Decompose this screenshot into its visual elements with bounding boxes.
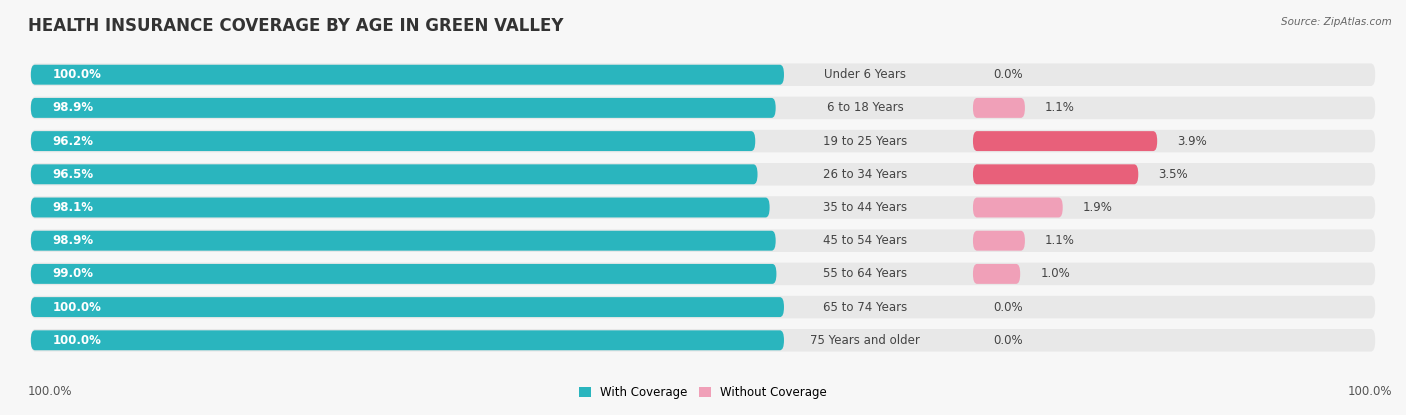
Text: Under 6 Years: Under 6 Years (824, 68, 905, 81)
FancyBboxPatch shape (973, 98, 1025, 118)
Text: 1.9%: 1.9% (1083, 201, 1112, 214)
FancyBboxPatch shape (31, 163, 1375, 186)
Text: 99.0%: 99.0% (52, 267, 93, 281)
FancyBboxPatch shape (31, 329, 1375, 352)
FancyBboxPatch shape (31, 264, 776, 284)
FancyBboxPatch shape (31, 97, 1375, 119)
Text: 1.1%: 1.1% (1045, 101, 1076, 115)
FancyBboxPatch shape (31, 198, 769, 217)
FancyBboxPatch shape (973, 231, 1025, 251)
Text: 19 to 25 Years: 19 to 25 Years (823, 134, 907, 148)
Text: 75 Years and older: 75 Years and older (810, 334, 920, 347)
Text: 1.1%: 1.1% (1045, 234, 1076, 247)
Text: 35 to 44 Years: 35 to 44 Years (823, 201, 907, 214)
Text: 6 to 18 Years: 6 to 18 Years (827, 101, 903, 115)
FancyBboxPatch shape (31, 131, 755, 151)
FancyBboxPatch shape (31, 231, 776, 251)
Legend: With Coverage, Without Coverage: With Coverage, Without Coverage (574, 381, 832, 403)
FancyBboxPatch shape (31, 229, 1375, 252)
Text: 100.0%: 100.0% (1347, 386, 1392, 398)
Text: HEALTH INSURANCE COVERAGE BY AGE IN GREEN VALLEY: HEALTH INSURANCE COVERAGE BY AGE IN GREE… (28, 17, 564, 34)
Text: 100.0%: 100.0% (28, 386, 73, 398)
FancyBboxPatch shape (31, 98, 776, 118)
Text: 45 to 54 Years: 45 to 54 Years (823, 234, 907, 247)
FancyBboxPatch shape (31, 263, 1375, 285)
Text: 0.0%: 0.0% (993, 334, 1022, 347)
Text: 3.9%: 3.9% (1177, 134, 1208, 148)
Text: 65 to 74 Years: 65 to 74 Years (823, 300, 907, 314)
Text: 1.0%: 1.0% (1040, 267, 1070, 281)
Text: 0.0%: 0.0% (993, 68, 1022, 81)
Text: 98.9%: 98.9% (52, 101, 94, 115)
Text: 100.0%: 100.0% (52, 300, 101, 314)
Text: 0.0%: 0.0% (993, 300, 1022, 314)
Text: 55 to 64 Years: 55 to 64 Years (823, 267, 907, 281)
FancyBboxPatch shape (973, 131, 1157, 151)
FancyBboxPatch shape (973, 164, 1139, 184)
FancyBboxPatch shape (31, 65, 785, 85)
Text: 98.9%: 98.9% (52, 234, 94, 247)
FancyBboxPatch shape (973, 198, 1063, 217)
Text: 3.5%: 3.5% (1159, 168, 1188, 181)
Text: Source: ZipAtlas.com: Source: ZipAtlas.com (1281, 17, 1392, 27)
FancyBboxPatch shape (31, 297, 785, 317)
FancyBboxPatch shape (31, 130, 1375, 152)
Text: 96.2%: 96.2% (52, 134, 93, 148)
FancyBboxPatch shape (31, 296, 1375, 318)
FancyBboxPatch shape (973, 264, 1021, 284)
Text: 100.0%: 100.0% (52, 334, 101, 347)
Text: 100.0%: 100.0% (52, 68, 101, 81)
FancyBboxPatch shape (31, 164, 758, 184)
FancyBboxPatch shape (31, 330, 785, 350)
Text: 96.5%: 96.5% (52, 168, 94, 181)
FancyBboxPatch shape (31, 196, 1375, 219)
FancyBboxPatch shape (31, 63, 1375, 86)
Text: 26 to 34 Years: 26 to 34 Years (823, 168, 907, 181)
Text: 98.1%: 98.1% (52, 201, 93, 214)
